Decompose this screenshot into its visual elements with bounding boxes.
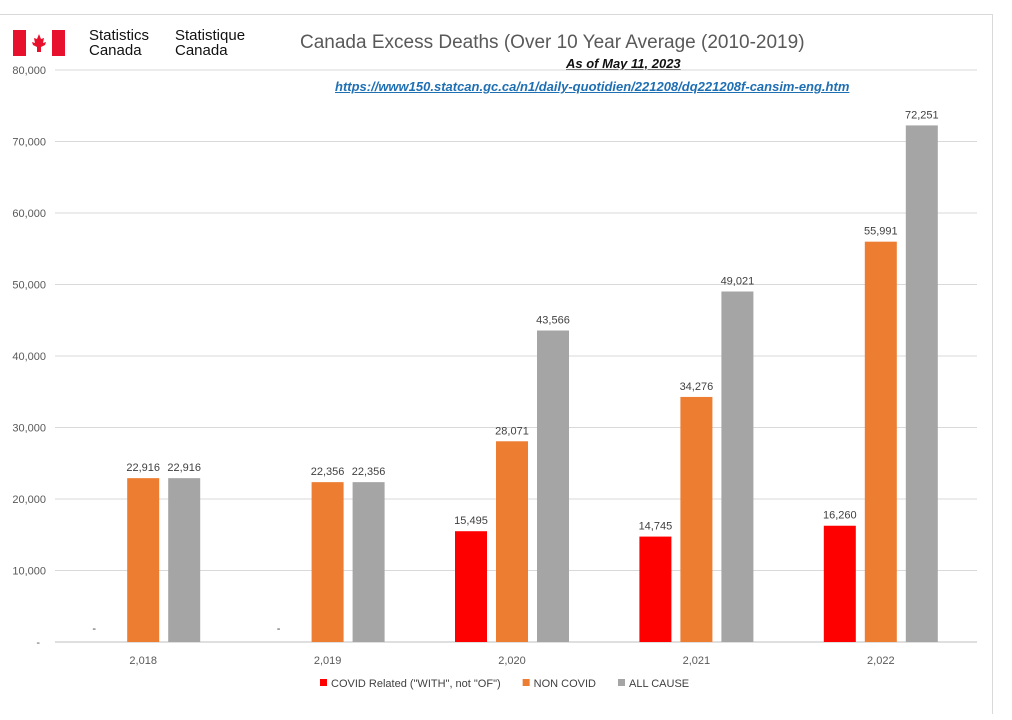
data-label: 22,356 bbox=[311, 466, 345, 478]
chart-subtitle: As of May 11, 2023 bbox=[566, 56, 681, 71]
bar bbox=[823, 525, 856, 642]
bar bbox=[864, 241, 897, 642]
bar bbox=[496, 441, 528, 642]
logo-text-french: Statistique Canada bbox=[175, 27, 246, 59]
bar bbox=[311, 482, 344, 642]
bar bbox=[537, 330, 569, 642]
data-label: 15,495 bbox=[454, 515, 488, 527]
y-tick-label: 80,000 bbox=[12, 65, 46, 77]
y-tick-label: 50,000 bbox=[12, 280, 46, 292]
data-label: 43,566 bbox=[536, 315, 570, 327]
legend-label: ALL CAUSE bbox=[629, 678, 689, 690]
y-tick-label: 30,000 bbox=[12, 423, 46, 435]
bar bbox=[127, 478, 160, 642]
legend-label: NON COVID bbox=[534, 678, 596, 690]
frame-border-top bbox=[0, 14, 993, 15]
frame-border-right bbox=[992, 14, 993, 714]
y-tick-label: 40,000 bbox=[12, 351, 46, 363]
data-label: 16,260 bbox=[823, 510, 857, 522]
data-label: 72,251 bbox=[905, 109, 939, 121]
x-tick-label: 2,020 bbox=[498, 655, 526, 667]
data-label: 22,356 bbox=[352, 466, 386, 478]
bar bbox=[905, 125, 938, 643]
source-link[interactable]: https://www150.statcan.gc.ca/n1/daily-qu… bbox=[335, 79, 850, 94]
data-label: 49,021 bbox=[721, 275, 755, 287]
data-label: - bbox=[277, 623, 281, 635]
logo-text-english: Statistics Canada bbox=[89, 27, 150, 59]
y-tick-label: - bbox=[36, 637, 40, 649]
y-tick-label: 70,000 bbox=[12, 137, 46, 149]
data-label: 22,916 bbox=[126, 462, 160, 474]
data-label: 34,276 bbox=[680, 381, 714, 393]
data-label: - bbox=[92, 623, 96, 635]
data-label: 55,991 bbox=[864, 226, 898, 238]
y-tick-label: 20,000 bbox=[12, 494, 46, 506]
x-tick-label: 2,019 bbox=[314, 655, 342, 667]
x-tick-label: 2,021 bbox=[683, 655, 711, 667]
x-tick-label: 2,018 bbox=[129, 655, 157, 667]
data-label: 14,745 bbox=[639, 521, 673, 533]
legend-label: COVID Related ("WITH", not "OF") bbox=[331, 678, 501, 690]
bar bbox=[168, 478, 201, 642]
legend-swatch bbox=[320, 679, 327, 686]
legend-swatch bbox=[618, 679, 625, 686]
y-tick-label: 60,000 bbox=[12, 208, 46, 220]
x-tick-label: 2,022 bbox=[867, 655, 895, 667]
bar bbox=[455, 531, 487, 642]
canada-flag-icon bbox=[13, 30, 65, 56]
y-tick-label: 10,000 bbox=[12, 566, 46, 578]
bar bbox=[352, 482, 385, 642]
bar bbox=[721, 291, 754, 642]
data-label: 28,071 bbox=[495, 425, 529, 437]
chart-title: Canada Excess Deaths (Over 10 Year Avera… bbox=[300, 32, 805, 53]
legend-swatch bbox=[522, 679, 530, 686]
data-label: 22,916 bbox=[167, 462, 201, 474]
bar bbox=[639, 536, 672, 642]
bar bbox=[680, 396, 713, 642]
